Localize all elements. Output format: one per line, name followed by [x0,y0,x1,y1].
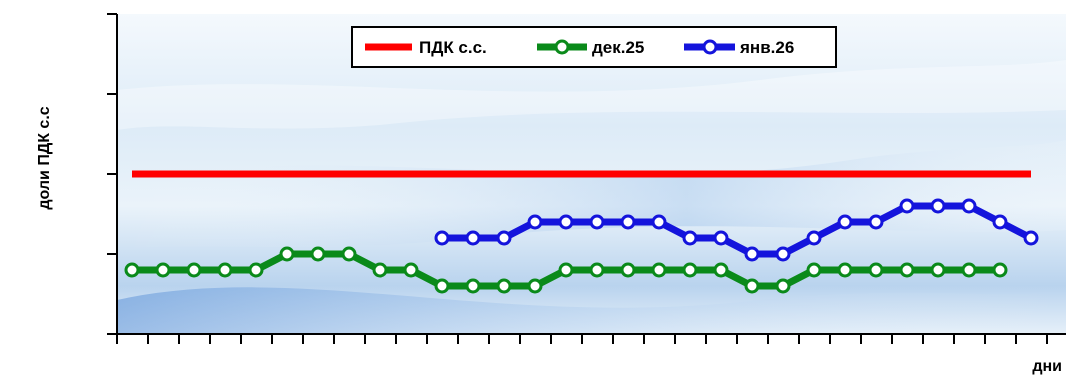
data-point [713,262,729,278]
data-point [775,246,791,262]
data-point [310,246,326,262]
data-point [899,262,915,278]
data-point [930,198,946,214]
data-point [279,246,295,262]
data-point [775,278,791,294]
data-point [527,278,543,294]
data-point [868,214,884,230]
legend-marker-dec [554,39,570,55]
data-point [868,262,884,278]
data-point [837,262,853,278]
data-point [744,246,760,262]
data-point [589,214,605,230]
data-point [992,214,1008,230]
data-point [341,246,357,262]
x-axis-label: дни [1032,358,1062,375]
data-point [124,262,140,278]
series-layer [124,170,1039,294]
data-point [744,278,760,294]
y-axis-label: доли ПДК с.с [36,106,53,209]
data-point [651,262,667,278]
data-point [682,262,698,278]
data-point [403,262,419,278]
legend-label-jan: янв.26 [739,38,794,57]
data-point [651,214,667,230]
data-point [961,198,977,214]
legend-box [351,26,837,68]
data-point [930,262,946,278]
data-point [465,230,481,246]
data-point [558,262,574,278]
data-point [496,278,512,294]
data-point [899,198,915,214]
data-point [186,262,202,278]
series-dec25 [124,246,1008,294]
data-point [992,262,1008,278]
data-point [589,262,605,278]
data-point [434,278,450,294]
data-point [372,262,388,278]
data-point [558,214,574,230]
data-point [713,230,729,246]
data-point [961,262,977,278]
data-point [620,214,636,230]
data-point [155,262,171,278]
data-point [682,230,698,246]
data-point [527,214,543,230]
data-point [248,262,264,278]
data-point [465,278,481,294]
data-point [434,230,450,246]
data-point [806,262,822,278]
legend-label-dec: дек.25 [592,38,644,57]
chart-axes [107,13,1066,344]
legend: ПДК с.с. дек.25 янв.26 [351,26,837,68]
data-point [1023,230,1039,246]
data-point [620,262,636,278]
series-jan26 [434,198,1039,262]
data-point [496,230,512,246]
data-point [806,230,822,246]
data-point [837,214,853,230]
legend-label-pdk: ПДК с.с. [419,38,487,57]
legend-marker-jan [702,39,718,55]
data-point [217,262,233,278]
